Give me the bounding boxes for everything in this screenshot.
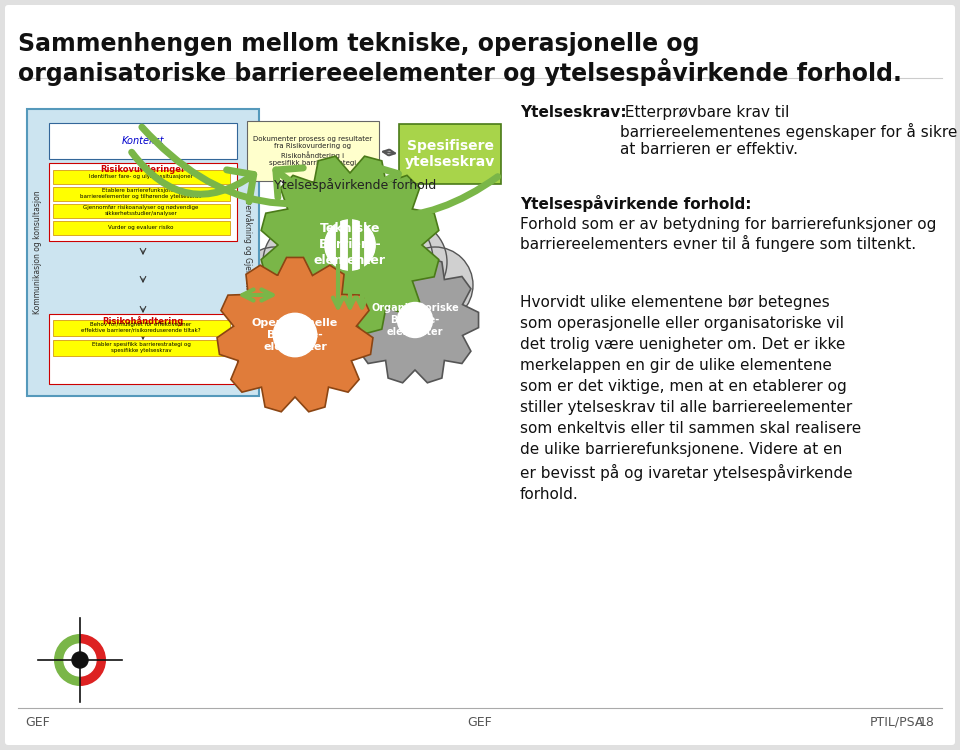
FancyBboxPatch shape [5, 5, 955, 745]
Ellipse shape [397, 247, 473, 323]
Text: Etterprøvbare krav til
barriereelementenes egenskaper for å sikre
at barrieren e: Etterprøvbare krav til barriereelementen… [620, 105, 957, 158]
Circle shape [274, 314, 317, 357]
Ellipse shape [377, 272, 449, 344]
Ellipse shape [290, 207, 420, 337]
Wedge shape [54, 634, 80, 686]
FancyBboxPatch shape [49, 123, 237, 159]
FancyArrowPatch shape [276, 168, 497, 217]
Text: Ytelsespåvirkende forhold:: Ytelsespåvirkende forhold: [520, 195, 752, 212]
Text: Ytelsespåvirkende forhold: Ytelsespåvirkende forhold [274, 178, 436, 192]
Text: Hvorvidt ulike elementene bør betegnes
som operasjonelle eller organisatoriske v: Hvorvidt ulike elementene bør betegnes s… [520, 295, 861, 502]
Ellipse shape [263, 220, 347, 304]
Text: Ytelseskrav:: Ytelseskrav: [520, 105, 627, 120]
Text: 18: 18 [919, 716, 935, 728]
Text: Identifiser fare- og ulykkessituasjoner: Identifiser fare- og ulykkessituasjoner [89, 174, 193, 179]
Text: Overvåkning og Gjennomgang: Overvåkning og Gjennomgang [243, 194, 252, 311]
Circle shape [72, 652, 88, 668]
Text: organisatoriske barriereeelementer og ytelsespåvirkende forhold.: organisatoriske barriereeelementer og yt… [18, 58, 901, 86]
FancyBboxPatch shape [53, 203, 229, 217]
Text: Spesifisere
ytelseskrav: Spesifisere ytelseskrav [405, 139, 495, 169]
Ellipse shape [335, 278, 415, 358]
Text: Tekniske
Barriere-
elementer: Tekniske Barriere- elementer [314, 223, 386, 268]
Polygon shape [261, 156, 439, 334]
FancyBboxPatch shape [247, 121, 379, 181]
Text: Etablere barrierefunksjoner,
barriereelementer og tilhørende ytelseskrav: Etablere barrierefunksjoner, barriereele… [80, 188, 202, 199]
FancyBboxPatch shape [53, 340, 229, 356]
FancyBboxPatch shape [27, 109, 259, 396]
Text: Kommunikasjon og konsultasjon: Kommunikasjon og konsultasjon [34, 190, 42, 314]
Text: Forhold som er av betydning for barrierefunksjoner og
barriereelementers evner t: Forhold som er av betydning for barriere… [520, 217, 936, 252]
Text: GEF: GEF [468, 716, 492, 728]
Text: Vurder og evaluer risiko: Vurder og evaluer risiko [108, 225, 174, 230]
Text: Risikovurderinger: Risikovurderinger [101, 166, 185, 175]
FancyBboxPatch shape [53, 170, 229, 184]
Text: Behov for/mulighet for effektive/mer
effektive barrierer/risikoreduserende tilta: Behov for/mulighet for effektive/mer eff… [82, 322, 201, 333]
Ellipse shape [303, 243, 407, 347]
Ellipse shape [337, 212, 433, 308]
Text: Dokumenter prosess og resultater
fra Risikovurdering og
Risikohåndtering i
spesi: Dokumenter prosess og resultater fra Ris… [253, 136, 372, 166]
Text: Etabler spesifikk barrierestrategi og
spesifikke ytelseskrav: Etabler spesifikk barrierestrategi og sp… [91, 342, 190, 353]
FancyArrowPatch shape [132, 152, 253, 202]
Text: Risikohåndtering: Risikohåndtering [103, 316, 183, 326]
Text: Kontekst: Kontekst [122, 136, 164, 146]
FancyBboxPatch shape [53, 320, 229, 335]
Polygon shape [217, 257, 372, 412]
Text: Sammenhengen mellom tekniske, operasjonelle og: Sammenhengen mellom tekniske, operasjone… [18, 32, 700, 56]
Ellipse shape [363, 220, 447, 304]
Polygon shape [351, 257, 478, 382]
FancyBboxPatch shape [49, 163, 237, 241]
Ellipse shape [261, 272, 333, 344]
Ellipse shape [297, 182, 413, 298]
FancyBboxPatch shape [53, 220, 229, 235]
Ellipse shape [277, 212, 373, 308]
Circle shape [397, 302, 433, 338]
Ellipse shape [237, 247, 313, 323]
Text: Gjennomfør risikoanalyser og nødvendige
sikkerhetsstudier/analyser: Gjennomfør risikoanalyser og nødvendige … [84, 205, 199, 216]
FancyBboxPatch shape [399, 124, 501, 184]
FancyArrowPatch shape [142, 127, 398, 204]
Ellipse shape [295, 278, 375, 358]
Text: Organisatoriske
Barriere-
elementer: Organisatoriske Barriere- elementer [372, 302, 459, 338]
Text: PTIL/PSA: PTIL/PSA [870, 716, 924, 728]
FancyBboxPatch shape [49, 314, 237, 384]
Circle shape [324, 220, 375, 270]
Circle shape [64, 644, 96, 676]
FancyBboxPatch shape [53, 187, 229, 200]
Wedge shape [80, 634, 106, 686]
Text: GEF: GEF [25, 716, 50, 728]
Text: Operasjonelle
Barriere-
elementer: Operasjonelle Barriere- elementer [252, 317, 338, 352]
